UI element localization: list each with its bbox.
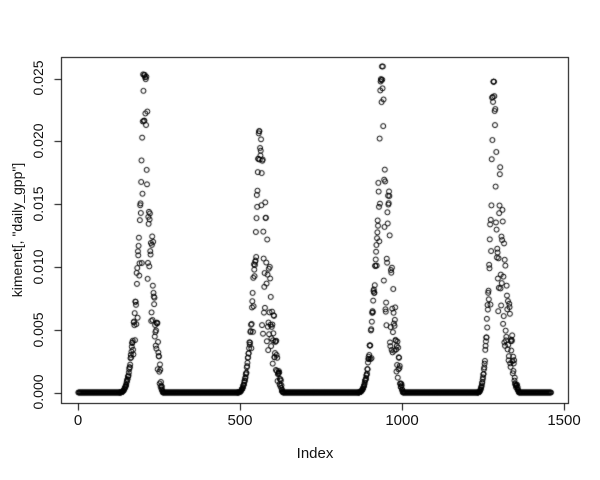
y-tick-label: 0.005 bbox=[30, 312, 46, 348]
y-axis-title: kimenet[, "daily_gpp"] bbox=[9, 162, 25, 298]
x-axis-title: Index bbox=[296, 445, 334, 462]
y-tick-label: 0.000 bbox=[30, 374, 46, 410]
y-tick-label: 0.015 bbox=[30, 186, 46, 222]
x-tick-label: 500 bbox=[227, 412, 253, 429]
x-tick-label: 1000 bbox=[385, 412, 419, 429]
x-tick-label: 1500 bbox=[547, 412, 581, 429]
y-tick-label: 0.020 bbox=[30, 123, 46, 159]
x-tick-label: 0 bbox=[73, 412, 83, 429]
y-tick-label: 0.010 bbox=[30, 249, 46, 285]
y-tick-label: 0.025 bbox=[30, 60, 46, 96]
